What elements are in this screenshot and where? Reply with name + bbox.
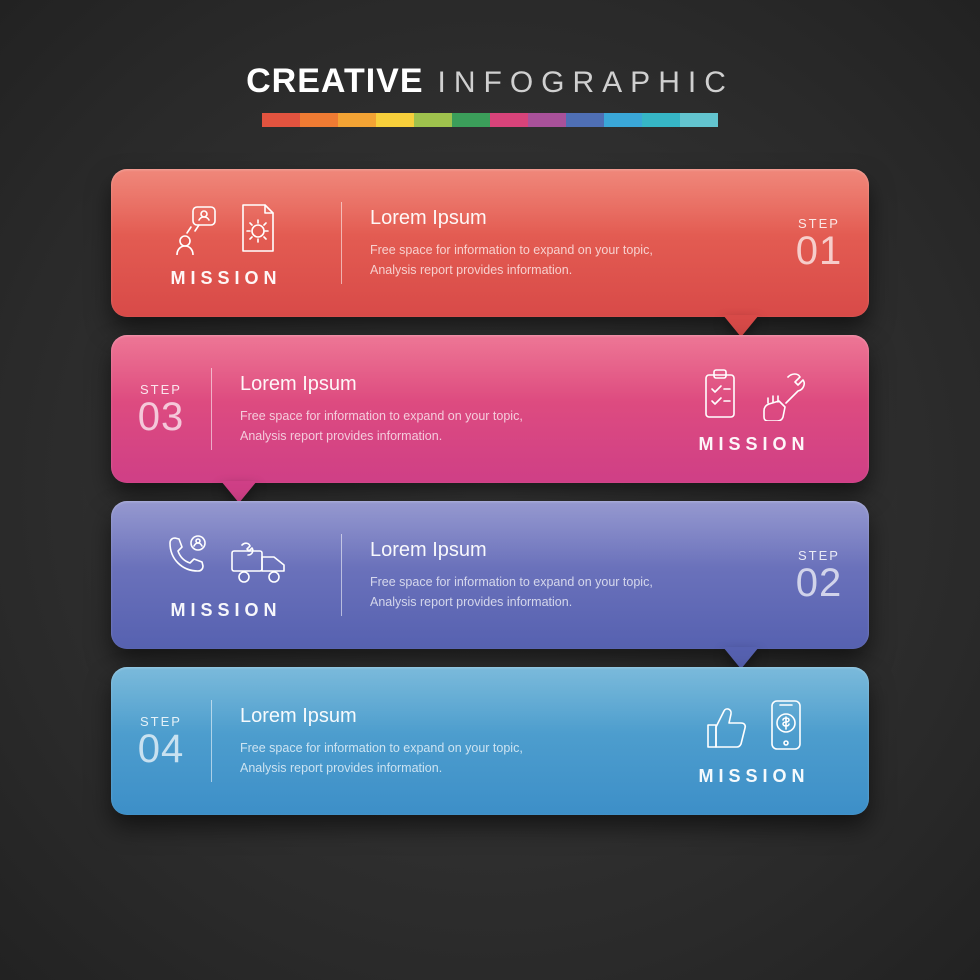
title-light: INFOGRAPHIC: [438, 66, 734, 100]
mission-label: MISSION: [698, 766, 809, 787]
info-card: STEP03 Lorem Ipsum Free space for informat…: [111, 335, 869, 483]
color-swatch: [376, 113, 414, 127]
card-description: Free space for information to expand on …: [370, 240, 700, 280]
phone-dollar-icon: [766, 697, 806, 758]
page-title: CREATIVE INFOGRAPHIC: [246, 62, 734, 101]
mission-block: MISSION: [111, 501, 341, 649]
card-heading: Lorem Ipsum: [240, 705, 611, 728]
card-body: Lorem Ipsum Free space for information to…: [212, 335, 639, 483]
pointer-icon: [221, 481, 257, 503]
pointer-icon: [723, 315, 759, 337]
step-number: 01: [796, 231, 843, 271]
mission-block: MISSION: [111, 169, 341, 317]
color-swatch: [604, 113, 642, 127]
color-swatch: [300, 113, 338, 127]
mission-label: MISSION: [170, 600, 281, 621]
truck-wrench-icon: [228, 539, 290, 592]
title-bold: CREATIVE: [246, 62, 423, 101]
info-card: MISSION Lorem Ipsum Free space for informa…: [111, 501, 869, 649]
thumbs-up-icon: [702, 703, 748, 758]
color-swatch: [680, 113, 718, 127]
step-block: STEP01: [769, 169, 869, 317]
step-number: 02: [796, 563, 843, 603]
card-heading: Lorem Ipsum: [370, 207, 741, 230]
chat-person-icon: [173, 203, 219, 260]
pointer-icon: [723, 647, 759, 669]
info-card: STEP04 Lorem Ipsum Free space for informat…: [111, 667, 869, 815]
color-swatch: [566, 113, 604, 127]
mission-label: MISSION: [170, 268, 281, 289]
card-body: Lorem Ipsum Free space for information to…: [342, 501, 769, 649]
card-stack: MISSION Lorem Ipsum Free space for informa…: [111, 169, 869, 815]
color-swatch: [642, 113, 680, 127]
card-description: Free space for information to expand on …: [370, 572, 700, 612]
card-body: Lorem Ipsum Free space for information to…: [212, 667, 639, 815]
doc-gear-icon: [237, 201, 279, 260]
step-number: 04: [138, 729, 185, 769]
phone-user-icon: [162, 533, 210, 592]
card-description: Free space for information to expand on …: [240, 738, 570, 778]
card-heading: Lorem Ipsum: [240, 373, 611, 396]
hand-wrench-icon: [758, 367, 808, 426]
mission-label: MISSION: [698, 434, 809, 455]
color-swatch: [262, 113, 300, 127]
step-block: STEP03: [111, 335, 211, 483]
card-heading: Lorem Ipsum: [370, 539, 741, 562]
mission-block: MISSION: [639, 667, 869, 815]
color-swatch: [338, 113, 376, 127]
card-description: Free space for information to expand on …: [240, 406, 570, 446]
info-card: MISSION Lorem Ipsum Free space for informa…: [111, 169, 869, 317]
color-swatch-row: [262, 113, 718, 127]
color-swatch: [528, 113, 566, 127]
mission-block: MISSION: [639, 335, 869, 483]
color-swatch: [452, 113, 490, 127]
color-swatch: [414, 113, 452, 127]
card-body: Lorem Ipsum Free space for information to…: [342, 169, 769, 317]
color-swatch: [490, 113, 528, 127]
step-block: STEP04: [111, 667, 211, 815]
clipboard-check-icon: [700, 367, 740, 426]
step-number: 03: [138, 397, 185, 437]
step-block: STEP02: [769, 501, 869, 649]
